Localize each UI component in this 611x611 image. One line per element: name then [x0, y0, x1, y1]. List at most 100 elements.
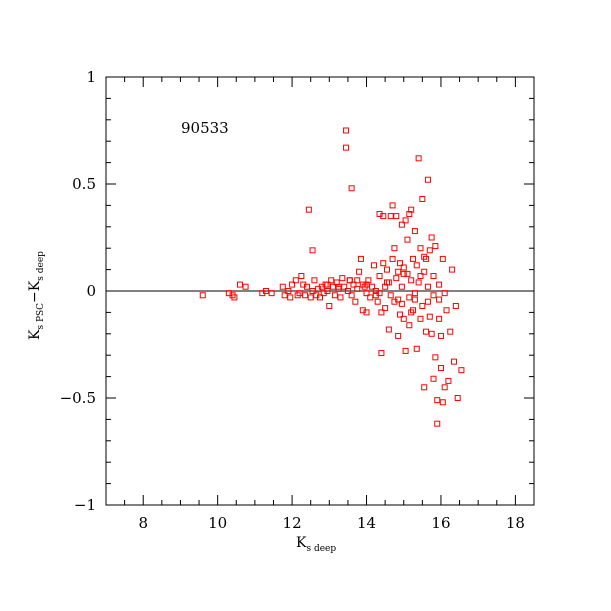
data-point	[411, 296, 418, 303]
data-point	[411, 290, 418, 297]
data-point	[382, 283, 389, 290]
data-point	[406, 294, 413, 301]
data-point	[410, 255, 417, 262]
data-point	[408, 277, 415, 284]
data-point	[296, 290, 303, 297]
data-point	[400, 264, 407, 271]
data-point	[305, 206, 312, 213]
data-point	[439, 399, 446, 406]
data-point	[404, 236, 411, 243]
data-point	[363, 290, 370, 297]
data-point	[326, 302, 333, 309]
data-point	[356, 268, 363, 275]
data-point	[421, 384, 428, 391]
data-point	[354, 285, 361, 292]
x-tick-label: 18	[506, 514, 525, 532]
data-point	[436, 281, 443, 288]
data-point	[439, 255, 446, 262]
y-axis-label-a-main: K	[27, 329, 43, 340]
y-axis-label-b-sub: s deep	[36, 251, 46, 281]
data-point	[424, 298, 431, 305]
data-point	[430, 375, 437, 382]
data-point	[417, 315, 424, 322]
data-point	[421, 253, 428, 260]
data-point	[348, 185, 355, 192]
data-point	[398, 300, 405, 307]
data-point	[441, 290, 448, 297]
data-point	[400, 270, 407, 277]
y-tick-label: −0.5	[60, 389, 96, 407]
data-point	[389, 255, 396, 262]
data-point	[391, 245, 398, 252]
data-point	[343, 127, 350, 134]
axis-ticks	[105, 76, 535, 506]
data-point	[395, 296, 402, 303]
data-point	[426, 313, 433, 320]
x-tick-labels: 8 10 12 14 16 18	[138, 514, 524, 532]
data-point	[387, 292, 394, 299]
data-point	[378, 309, 385, 316]
y-axis-label-b-main: K	[27, 280, 43, 291]
data-point	[419, 195, 426, 202]
data-point	[369, 283, 376, 290]
data-point	[430, 273, 437, 280]
data-point	[367, 294, 374, 301]
data-point	[231, 294, 238, 301]
data-point	[415, 155, 422, 162]
data-point	[350, 281, 357, 288]
data-point	[406, 322, 413, 329]
x-tick-label: 12	[283, 514, 302, 532]
y-axis-label: Ks PSC−Ks deep	[27, 251, 46, 340]
data-point	[445, 377, 452, 384]
data-point	[398, 283, 405, 290]
data-point	[199, 292, 206, 299]
data-point	[331, 292, 338, 299]
data-point	[341, 283, 348, 290]
data-point	[307, 294, 314, 301]
data-point	[344, 288, 351, 294]
data-point	[324, 288, 331, 294]
x-axis-label-sub: s deep	[306, 544, 336, 554]
data-point	[363, 281, 370, 288]
y-tick-labels: −1 −0.5 0 0.5 1	[60, 68, 96, 514]
data-point	[408, 206, 415, 213]
data-point	[458, 367, 465, 374]
data-point	[421, 268, 428, 275]
data-point	[324, 281, 331, 288]
data-point	[337, 294, 344, 301]
data-point	[443, 307, 450, 314]
y-tick-label: 1	[86, 68, 96, 86]
data-point	[263, 288, 270, 294]
data-point	[383, 266, 390, 273]
data-point	[309, 247, 316, 254]
data-point	[363, 309, 370, 316]
data-point	[343, 144, 350, 151]
y-tick-label: 0	[86, 282, 96, 300]
data-point	[417, 245, 424, 252]
data-point	[370, 262, 377, 269]
data-point	[279, 283, 286, 290]
data-point	[436, 315, 443, 322]
data-point	[426, 247, 433, 254]
data-point	[447, 328, 454, 335]
data-point	[378, 350, 385, 357]
data-points	[199, 127, 465, 427]
data-point	[415, 279, 422, 286]
data-point	[311, 277, 318, 284]
data-point	[292, 277, 299, 284]
data-point	[389, 202, 396, 209]
data-point	[400, 315, 407, 322]
data-point	[287, 294, 294, 301]
data-point	[382, 305, 389, 312]
data-point	[395, 268, 402, 275]
data-point	[454, 395, 461, 401]
dataset-annotation: 90533	[181, 119, 229, 137]
data-point	[302, 292, 309, 299]
data-point	[317, 294, 323, 301]
data-point	[268, 290, 275, 297]
data-point	[352, 298, 359, 305]
data-point	[449, 266, 456, 273]
data-point	[385, 326, 392, 333]
data-point	[393, 275, 400, 282]
